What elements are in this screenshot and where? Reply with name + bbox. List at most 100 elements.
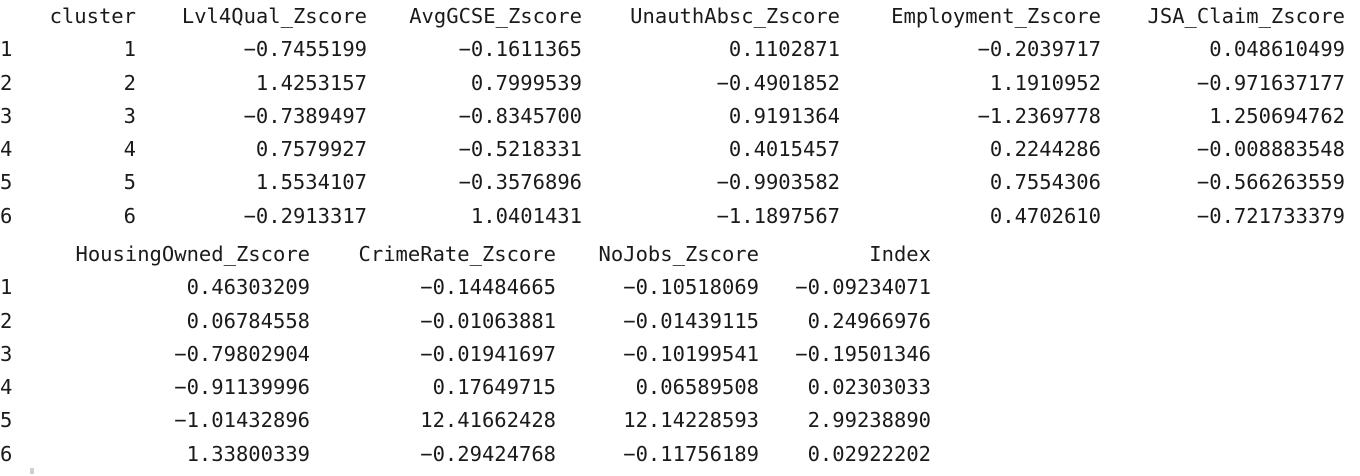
cell-housingowned: 0.06784558 [186, 308, 310, 333]
cell-lvl4qual: −0.7389497 [243, 103, 367, 128]
cell-cluster: 5 [123, 170, 136, 195]
cell-lvl4qual: 1.4253157 [255, 70, 367, 95]
cell-cluster: 6 [123, 203, 136, 228]
cell-cluster: 4 [123, 137, 136, 162]
table-row: 3 3 −0.7389497 −0.8345700 0.9191364 −1.2… [0, 100, 1345, 133]
row-name: 3 [0, 103, 13, 128]
cell-nojobs: 12.14228593 [623, 408, 759, 433]
row-name: 1 [0, 275, 13, 300]
cell-employment: 1.1910952 [989, 70, 1101, 95]
cell-jsa-claim: −0.721733379 [1196, 203, 1345, 228]
cell-avggcse: −0.1611365 [458, 37, 582, 62]
cell-housingowned: −1.01432896 [174, 408, 310, 433]
cell-crimerate: −0.29424768 [420, 441, 556, 466]
table-row: 5 5 1.5534107 −0.3576896 −0.9903582 0.75… [0, 166, 1345, 199]
cell-jsa-claim: 1.250694762 [1209, 103, 1345, 128]
cell-crimerate: 12.41662428 [420, 408, 556, 433]
cell-jsa-claim: −0.566263559 [1196, 170, 1345, 195]
cell-employment: −1.2369778 [977, 103, 1101, 128]
row-name-header [0, 0, 24, 33]
row-name-header [0, 238, 24, 271]
column-header-index: Index [869, 242, 931, 266]
cell-cluster: 2 [123, 70, 136, 95]
row-name: 4 [0, 375, 13, 400]
cell-housingowned: −0.91139996 [174, 375, 310, 400]
column-header-crimerate: CrimeRate_Zscore [358, 242, 556, 266]
cell-lvl4qual: −0.2913317 [243, 203, 367, 228]
cell-lvl4qual: −0.7455199 [243, 37, 367, 62]
console-cursor-mark [30, 468, 34, 474]
cell-unauthabsc: −0.4901852 [716, 70, 840, 95]
row-name: 5 [0, 170, 13, 195]
cell-nojobs: −0.11756189 [623, 441, 759, 466]
column-header-lvl4qual: Lvl4Qual_Zscore [181, 4, 367, 28]
cell-unauthabsc: 0.1102871 [728, 37, 840, 62]
cell-index: 2.99238890 [807, 408, 931, 433]
row-name: 2 [0, 308, 13, 333]
cell-housingowned: 0.46303209 [186, 275, 310, 300]
cell-employment: 0.7554306 [989, 170, 1101, 195]
cell-avggcse: −0.3576896 [458, 170, 582, 195]
row-name: 6 [0, 441, 13, 466]
table-row: 4 4 0.7579927 −0.5218331 0.4015457 0.224… [0, 133, 1345, 166]
cell-lvl4qual: 0.7579927 [255, 137, 367, 162]
row-name: 5 [0, 408, 13, 433]
column-header-cluster: cluster [49, 4, 136, 28]
cluster-table-part1: cluster Lvl4Qual_Zscore AvgGCSE_Zscore U… [0, 0, 1345, 233]
cell-lvl4qual: 1.5534107 [255, 170, 367, 195]
table-row: 3 −0.79802904 −0.01941697 −0.10199541 −0… [0, 338, 931, 371]
table-row: 5 −1.01432896 12.41662428 12.14228593 2.… [0, 404, 931, 437]
cell-employment: 0.2244286 [989, 137, 1101, 162]
cell-nojobs: −0.10199541 [623, 341, 759, 366]
cell-avggcse: 0.7999539 [470, 70, 582, 95]
column-header-housingowned: HousingOwned_Zscore [75, 242, 311, 266]
cell-crimerate: −0.14484665 [420, 275, 556, 300]
table-row: 2 0.06784558 −0.01063881 −0.01439115 0.2… [0, 305, 931, 338]
cell-unauthabsc: −0.9903582 [716, 170, 840, 195]
cell-crimerate: 0.17649715 [432, 375, 556, 400]
cell-index: −0.19501346 [795, 341, 931, 366]
cell-employment: −0.2039717 [977, 37, 1101, 62]
cell-index: 0.02303033 [807, 375, 931, 400]
table-row: 6 6 −0.2913317 1.0401431 −1.1897567 0.47… [0, 200, 1345, 233]
cell-index: −0.09234071 [795, 275, 931, 300]
column-header-avggcse: AvgGCSE_Zscore [409, 4, 582, 28]
cell-index: 0.24966976 [807, 308, 931, 333]
row-name: 3 [0, 341, 13, 366]
column-header-nojobs: NoJobs_Zscore [598, 242, 759, 266]
column-header-unauthabsc: UnauthAbsc_Zscore [630, 4, 840, 28]
cell-index: 0.02922202 [807, 441, 931, 466]
cell-avggcse: −0.8345700 [458, 103, 582, 128]
table-row: 1 1 −0.7455199 −0.1611365 0.1102871 −0.2… [0, 33, 1345, 66]
cell-employment: 0.4702610 [989, 203, 1101, 228]
column-header-employment: Employment_Zscore [891, 4, 1101, 28]
row-name: 2 [0, 70, 13, 95]
cell-jsa-claim: 0.048610499 [1209, 37, 1345, 62]
cell-nojobs: 0.06589508 [635, 375, 759, 400]
cell-housingowned: 1.33800339 [186, 441, 310, 466]
cell-crimerate: −0.01941697 [420, 341, 556, 366]
table-row: 6 1.33800339 −0.29424768 −0.11756189 0.0… [0, 438, 931, 471]
cell-unauthabsc: −1.1897567 [716, 203, 840, 228]
header-row: cluster Lvl4Qual_Zscore AvgGCSE_Zscore U… [0, 0, 1345, 33]
cell-avggcse: 1.0401431 [470, 203, 582, 228]
row-name: 4 [0, 137, 13, 162]
header-row: HousingOwned_Zscore CrimeRate_Zscore NoJ… [0, 238, 932, 271]
cell-cluster: 3 [123, 103, 136, 128]
cell-unauthabsc: 0.9191364 [728, 103, 840, 128]
cell-crimerate: −0.01063881 [420, 308, 556, 333]
cell-housingowned: −0.79802904 [174, 341, 310, 366]
cell-avggcse: −0.5218331 [458, 137, 582, 162]
cell-unauthabsc: 0.4015457 [728, 137, 840, 162]
table-row: 1 0.46303209 −0.14484665 −0.10518069 −0.… [0, 271, 931, 304]
table-row: 4 −0.91139996 0.17649715 0.06589508 0.02… [0, 371, 931, 404]
cell-nojobs: −0.01439115 [623, 308, 759, 333]
cell-nojobs: −0.10518069 [623, 275, 759, 300]
table-row: 2 2 1.4253157 0.7999539 −0.4901852 1.191… [0, 67, 1345, 100]
row-name: 6 [0, 203, 13, 228]
cell-cluster: 1 [123, 37, 136, 62]
row-name: 1 [0, 37, 13, 62]
cell-jsa-claim: −0.008883548 [1196, 137, 1345, 162]
cluster-table-part2: HousingOwned_Zscore CrimeRate_Zscore NoJ… [0, 238, 931, 471]
